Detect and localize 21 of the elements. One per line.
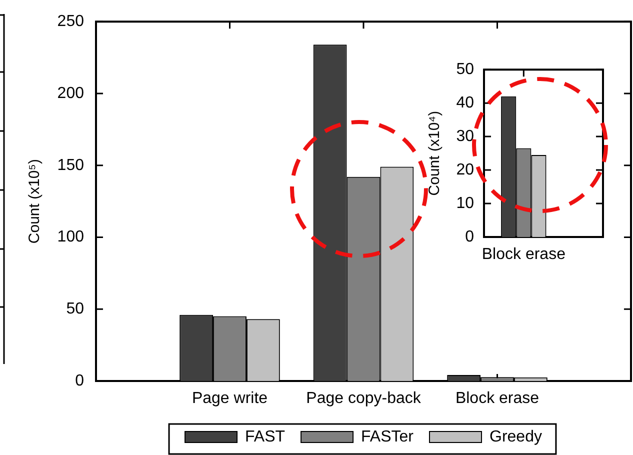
x-tick-label: Page copy-back	[306, 390, 422, 408]
x-tick-label: Page write	[192, 390, 268, 408]
y-tick-label: 0	[465, 228, 474, 246]
y-tick-label: 100	[57, 228, 84, 246]
y-axis-title: Count (x10⁵)	[26, 159, 44, 244]
legend-label: FAST	[245, 428, 286, 446]
y-tick-label: 10	[456, 194, 474, 212]
legend-label: FASTer	[361, 428, 414, 446]
y-tick-label: 30	[456, 128, 474, 145]
y-axis-title: Count (x10⁴)	[426, 110, 444, 196]
y-tick-label: 200	[57, 84, 84, 102]
x-tick-label: Block erase	[455, 390, 540, 408]
y-tick-label: 50	[456, 61, 474, 78]
y-tick-label: 150	[57, 156, 84, 174]
y-tick-label: 50	[66, 300, 84, 318]
y-tick-label: 40	[456, 94, 474, 112]
x-tick-label: Block erase	[482, 246, 566, 264]
legend-label: Greedy	[490, 428, 542, 446]
y-tick-label: 0	[75, 372, 84, 390]
y-tick-label: 250	[57, 13, 84, 30]
y-tick-label: 20	[456, 161, 474, 178]
